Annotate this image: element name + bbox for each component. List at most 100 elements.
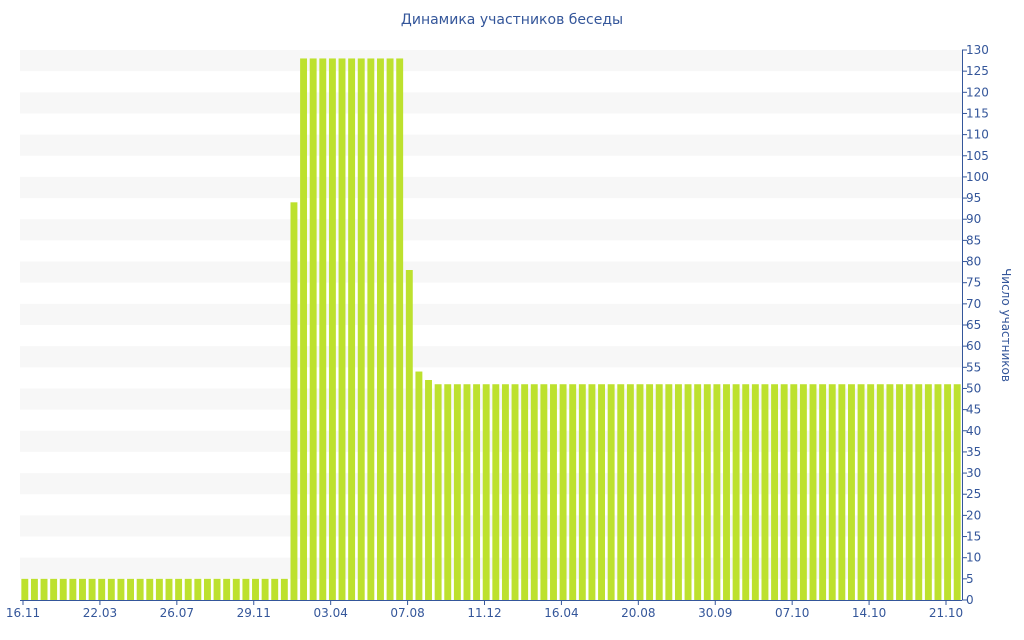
bar[interactable]	[88, 578, 96, 600]
bar[interactable]	[261, 578, 269, 600]
bar[interactable]	[165, 578, 173, 600]
bar[interactable]	[876, 384, 884, 600]
bar[interactable]	[482, 384, 490, 600]
bar[interactable]	[626, 384, 634, 600]
bar[interactable]	[896, 384, 903, 600]
bar[interactable]	[107, 578, 115, 600]
bar[interactable]	[309, 58, 317, 600]
bar[interactable]	[723, 384, 730, 600]
bar[interactable]	[540, 384, 548, 600]
bar[interactable]	[127, 578, 134, 600]
bar[interactable]	[732, 384, 740, 600]
bar[interactable]	[184, 578, 192, 600]
bar[interactable]	[328, 58, 336, 600]
bar[interactable]	[348, 58, 356, 600]
bar[interactable]	[905, 384, 913, 600]
bar[interactable]	[271, 578, 279, 600]
bar[interactable]	[98, 578, 106, 600]
bar[interactable]	[396, 58, 404, 600]
bar[interactable]	[848, 384, 855, 600]
bar[interactable]	[242, 578, 250, 600]
chart-title: Динамика участников беседы	[400, 12, 624, 28]
bar[interactable]	[357, 58, 365, 600]
bar[interactable]	[501, 384, 509, 600]
bar[interactable]	[59, 578, 67, 600]
bar[interactable]	[838, 384, 846, 600]
bar[interactable]	[607, 384, 615, 600]
bar[interactable]	[819, 384, 827, 600]
bar[interactable]	[319, 58, 327, 600]
bar[interactable]	[405, 270, 413, 600]
bar[interactable]	[203, 578, 211, 600]
bar[interactable]	[425, 380, 432, 600]
bar[interactable]	[761, 384, 769, 600]
bar[interactable]	[473, 384, 481, 600]
bar[interactable]	[434, 384, 442, 600]
bar[interactable]	[684, 384, 692, 600]
bar[interactable]	[655, 384, 663, 600]
bar[interactable]	[463, 384, 471, 600]
bar[interactable]	[79, 578, 86, 600]
bar[interactable]	[521, 384, 529, 600]
bar[interactable]	[771, 384, 779, 600]
bar[interactable]	[799, 384, 807, 600]
bar[interactable]	[136, 578, 144, 600]
x-tick-label: 11.12	[467, 606, 501, 620]
bar[interactable]	[444, 384, 452, 600]
bar[interactable]	[588, 384, 596, 600]
bar[interactable]	[915, 384, 923, 600]
bar[interactable]	[953, 384, 961, 600]
bar[interactable]	[742, 384, 750, 600]
bar[interactable]	[290, 202, 298, 600]
bar[interactable]	[367, 58, 375, 600]
bar[interactable]	[223, 578, 231, 600]
bar[interactable]	[617, 384, 625, 600]
bar[interactable]	[751, 384, 759, 600]
bar[interactable]	[453, 384, 461, 600]
bar[interactable]	[550, 384, 557, 600]
bar[interactable]	[569, 384, 577, 600]
bar[interactable]	[857, 384, 865, 600]
bar[interactable]	[924, 384, 932, 600]
bar[interactable]	[252, 578, 259, 600]
bar[interactable]	[338, 58, 346, 600]
bar[interactable]	[40, 578, 48, 600]
bar[interactable]	[694, 384, 702, 600]
bar[interactable]	[665, 384, 673, 600]
bar[interactable]	[30, 578, 38, 600]
bar[interactable]	[155, 578, 163, 600]
bar[interactable]	[713, 384, 721, 600]
bar[interactable]	[21, 578, 29, 600]
bar[interactable]	[194, 578, 202, 600]
bar[interactable]	[809, 384, 817, 600]
bar[interactable]	[415, 371, 423, 600]
bar[interactable]	[886, 384, 894, 600]
bar[interactable]	[117, 578, 125, 600]
bar[interactable]	[636, 384, 644, 600]
bar[interactable]	[598, 384, 605, 600]
bar[interactable]	[867, 384, 875, 600]
bar[interactable]	[492, 384, 500, 600]
bar[interactable]	[386, 58, 394, 600]
bar[interactable]	[934, 384, 942, 600]
bar[interactable]	[69, 578, 77, 600]
bar[interactable]	[674, 384, 682, 600]
bar[interactable]	[530, 384, 538, 600]
bar[interactable]	[232, 578, 240, 600]
bar[interactable]	[790, 384, 798, 600]
bar[interactable]	[703, 384, 711, 600]
bar[interactable]	[511, 384, 519, 600]
bar[interactable]	[300, 58, 308, 600]
bar[interactable]	[175, 578, 183, 600]
bar[interactable]	[944, 384, 952, 600]
bar[interactable]	[280, 578, 288, 600]
bar[interactable]	[646, 384, 654, 600]
bar[interactable]	[578, 384, 586, 600]
bar[interactable]	[828, 384, 836, 600]
bar[interactable]	[213, 578, 221, 600]
bar[interactable]	[146, 578, 154, 600]
bar[interactable]	[559, 384, 567, 600]
bar[interactable]	[377, 58, 384, 600]
bar[interactable]	[780, 384, 788, 600]
bar[interactable]	[50, 578, 58, 600]
